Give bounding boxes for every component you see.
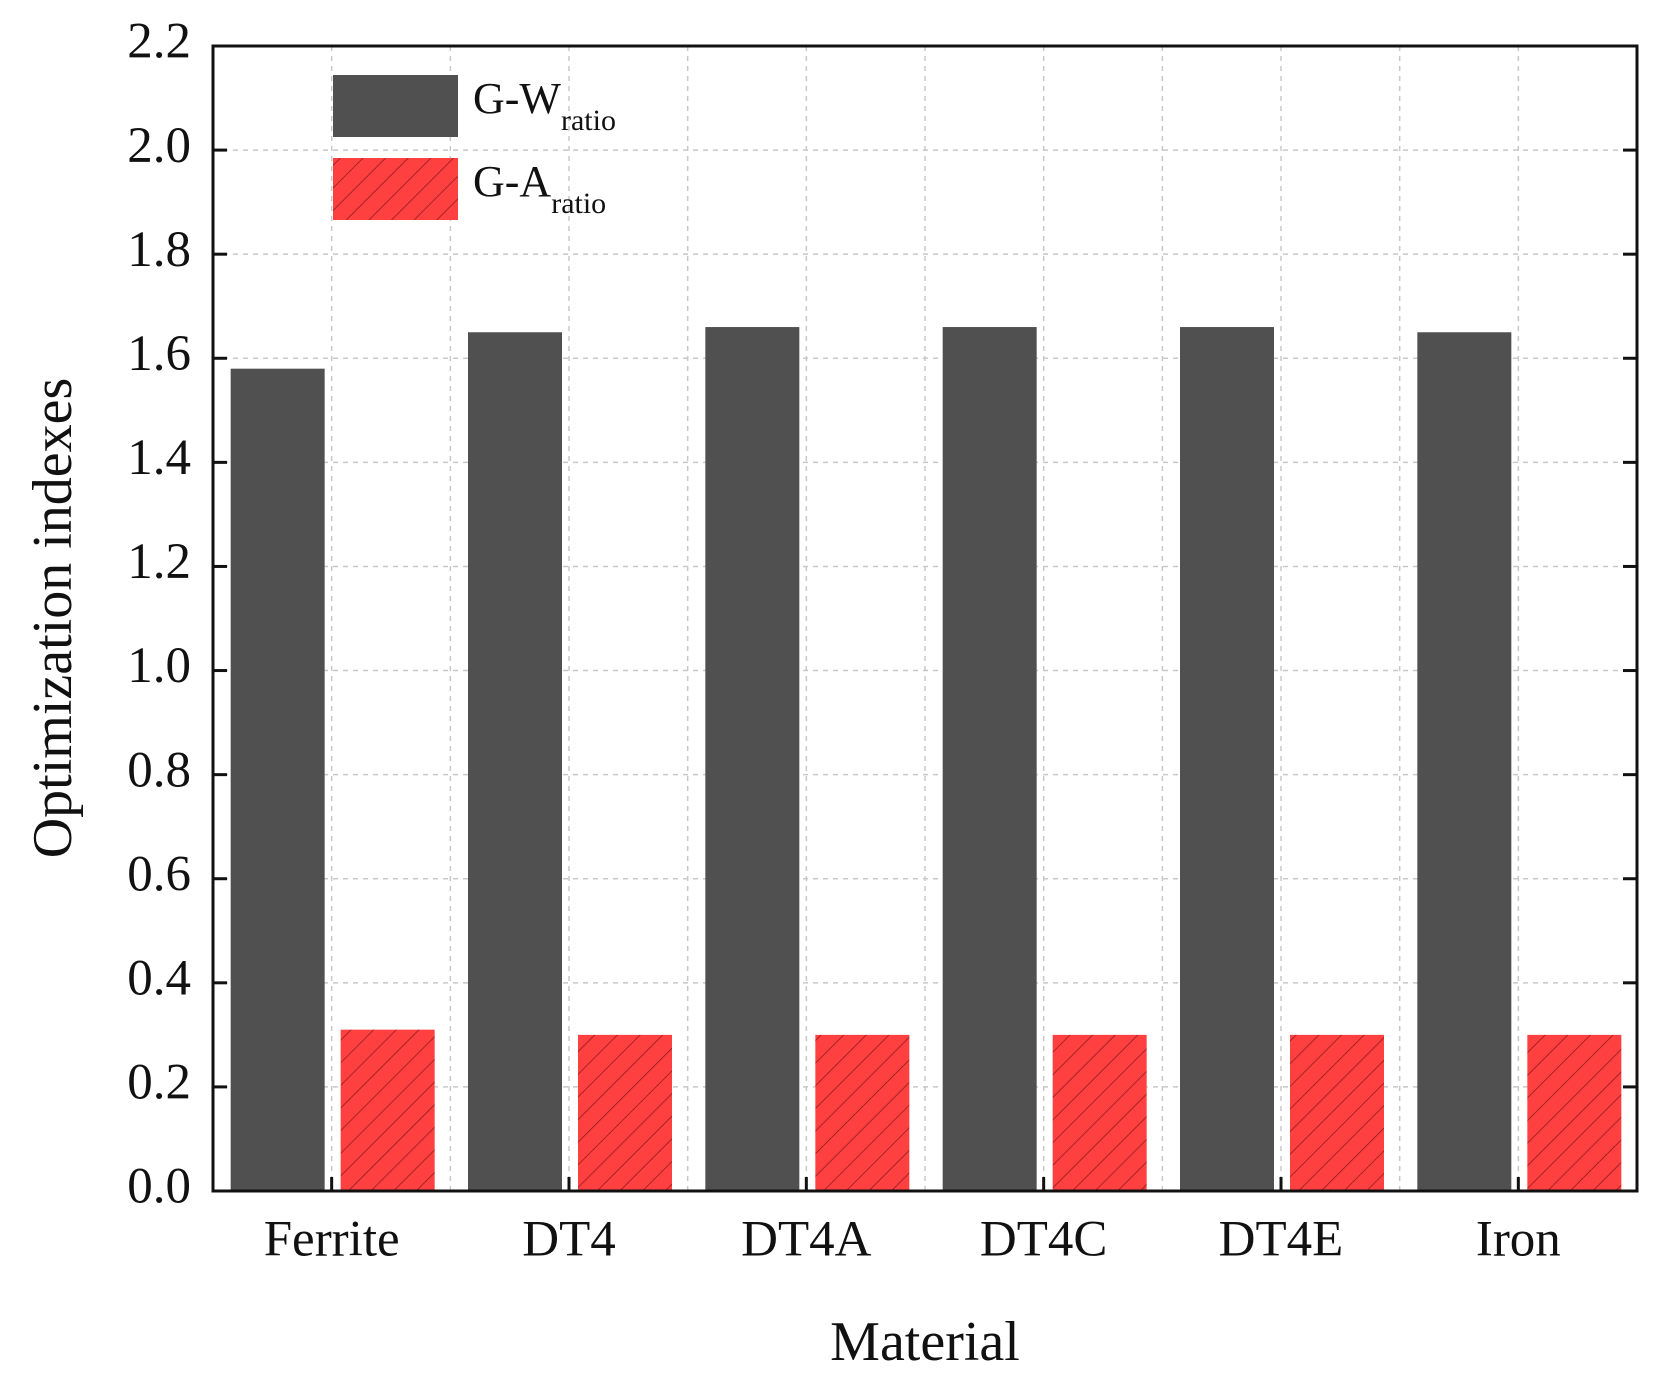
bar xyxy=(230,368,325,1191)
y-tick-label: 0.6 xyxy=(127,846,191,902)
bar xyxy=(340,1029,435,1191)
legend-swatch xyxy=(333,158,458,220)
y-tick-label: 0.8 xyxy=(127,742,191,798)
bar xyxy=(705,327,800,1192)
y-tick-label: 1.6 xyxy=(127,326,191,382)
y-axis-title: Optimization indexes xyxy=(22,378,84,859)
legend-subscript: ratio xyxy=(561,104,616,137)
x-tick-label: DT4C xyxy=(980,1212,1108,1268)
y-tick-label: 1.4 xyxy=(127,430,191,486)
legend-name: G-W xyxy=(473,74,561,123)
bar xyxy=(1180,327,1274,1192)
y-tick-label: 1.2 xyxy=(127,534,191,590)
y-tick-label: 2.2 xyxy=(127,14,191,70)
bar xyxy=(942,327,1037,1192)
x-axis-title: Material xyxy=(830,1311,1020,1373)
y-tick-label: 0.0 xyxy=(127,1159,191,1215)
y-tick-label: 0.4 xyxy=(127,951,191,1007)
legend-swatch xyxy=(333,75,458,137)
bar xyxy=(1417,332,1512,1191)
legend-label: G-Wratio xyxy=(473,74,616,137)
x-tick-label: DT4 xyxy=(522,1212,615,1268)
ticks: 0.0 0.2 0.4 0.6 0.8 1.0 1.2 1.4 1.6 1.8 2.0 2.2 Ferr… xyxy=(127,14,1637,1268)
bar xyxy=(578,1034,672,1191)
y-tick-label: 2.0 xyxy=(127,118,191,174)
y-tick-label: 0.2 xyxy=(127,1055,191,1111)
y-tick-label: 1.8 xyxy=(127,222,191,278)
bar xyxy=(1052,1034,1147,1191)
plot-frame xyxy=(211,44,1639,1193)
legend-subscript: ratio xyxy=(551,187,606,220)
x-tick-label: DT4E xyxy=(1219,1212,1344,1268)
bar xyxy=(1290,1034,1384,1191)
x-tick-label: DT4A xyxy=(741,1212,871,1268)
bar xyxy=(815,1034,910,1191)
bars xyxy=(230,327,1622,1192)
y-tick-label: 1.0 xyxy=(127,638,191,694)
x-tick-label: Ferrite xyxy=(264,1212,400,1268)
legend-label: G-Aratio xyxy=(473,157,606,220)
bar xyxy=(1527,1034,1622,1191)
x-tick-label: Iron xyxy=(1476,1212,1561,1268)
bar xyxy=(468,332,562,1191)
legend-name: G-A xyxy=(473,157,551,206)
